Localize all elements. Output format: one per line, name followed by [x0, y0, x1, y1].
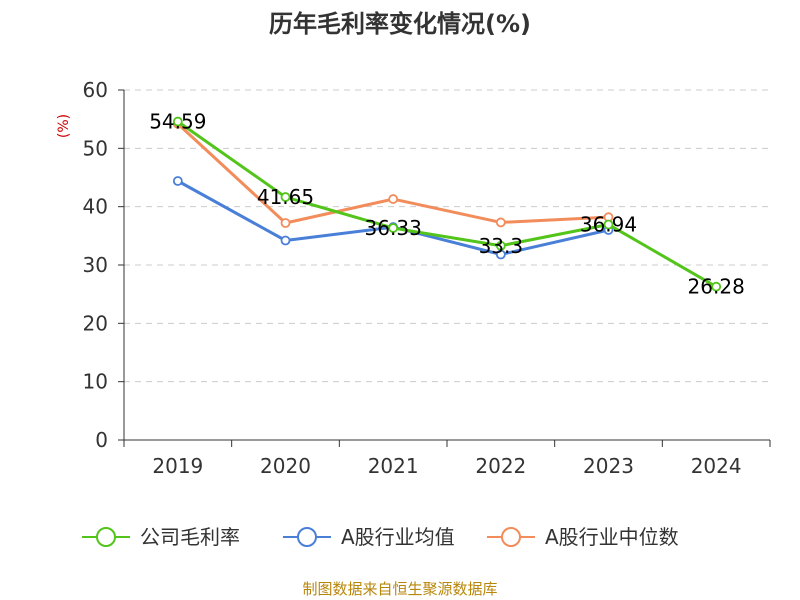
data-point — [280, 235, 291, 246]
data-point — [388, 223, 399, 233]
series-line — [176, 122, 609, 225]
series-group — [172, 116, 722, 292]
y-tick-label: 40 — [83, 195, 108, 219]
y-axis-unit-label: (%) — [56, 114, 72, 138]
x-tick-label: 2020 — [260, 454, 311, 478]
data-point — [388, 194, 399, 204]
data-label: 54.59 — [149, 110, 206, 134]
x-tick-label: 2024 — [691, 454, 742, 478]
y-tick-label: 30 — [83, 253, 108, 277]
x-tick-label: 2023 — [583, 454, 634, 478]
legend-swatch-marker — [501, 527, 521, 547]
legend-swatch-marker — [96, 527, 116, 547]
legend-label: A股行业均值 — [341, 525, 455, 549]
data-label: 41.65 — [257, 185, 314, 209]
data-point — [280, 218, 291, 228]
y-tick-label: 50 — [83, 136, 108, 160]
x-tick-label: 2019 — [152, 454, 203, 478]
data-point — [711, 281, 722, 292]
x-tick-label: 2022 — [475, 454, 526, 478]
data-labels: 54.59 41.65 36.33 33.3 36.94 26.28 — [149, 110, 745, 299]
data-point — [603, 219, 614, 230]
y-tick-label: 60 — [83, 78, 108, 102]
legend-label: 公司毛利率 — [140, 525, 240, 549]
y-tick-label: 0 — [95, 428, 108, 452]
y-tick-label: 10 — [83, 370, 108, 394]
data-label: 36.33 — [365, 216, 422, 240]
data-point — [280, 192, 291, 202]
legend-item[interactable]: A股行业均值 — [283, 525, 455, 549]
data-label: 36.94 — [580, 213, 637, 237]
legend[interactable]: 公司毛利率 A股行业均值 A股行业中位数 — [82, 525, 679, 549]
y-tick-label: 20 — [83, 311, 108, 335]
series-line — [176, 120, 717, 288]
data-point — [495, 240, 506, 251]
x-tick-label: 2021 — [368, 454, 419, 478]
chart-title: 历年毛利率变化情况(%) — [269, 10, 531, 38]
legend-swatch-marker — [297, 527, 317, 547]
legend-item[interactable]: 公司毛利率 — [82, 525, 240, 549]
data-label: 26.28 — [688, 275, 745, 299]
legend-item[interactable]: A股行业中位数 — [487, 525, 679, 549]
legend-label: A股行业中位数 — [545, 525, 679, 549]
data-point — [495, 217, 506, 228]
data-point — [172, 176, 183, 186]
data-point — [172, 116, 183, 127]
grid-lines — [124, 89, 770, 383]
axes: 0 10 20 30 40 50 60 2019 2020 2021 2022 2023 2024 — [83, 78, 771, 478]
source-note: 制图数据来自恒生聚源数据库 — [302, 580, 497, 598]
data-label: 33.3 — [479, 234, 524, 258]
